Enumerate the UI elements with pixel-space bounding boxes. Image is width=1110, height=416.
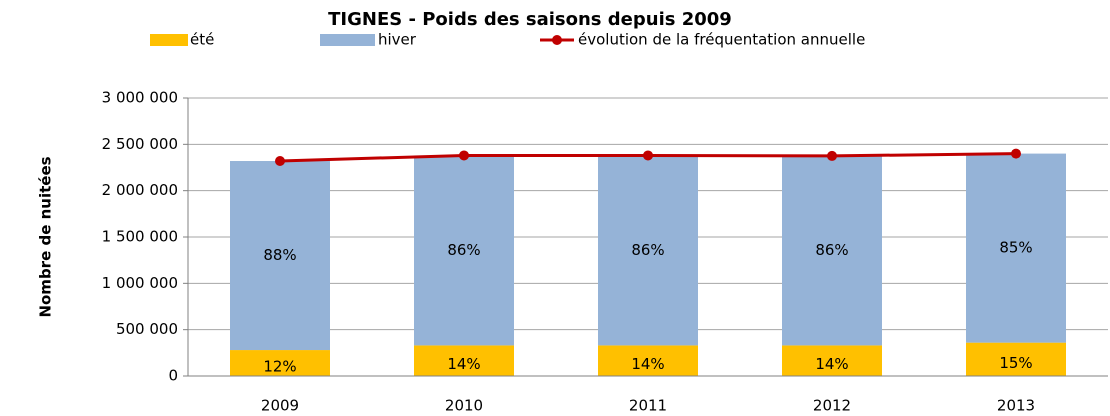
bar [966, 342, 1066, 376]
data-label: 12% [263, 358, 296, 376]
y-tick-label: 1 500 000 [102, 228, 178, 246]
x-tick-label: 2012 [813, 397, 851, 415]
line-marker [827, 150, 837, 161]
data-label: 15% [999, 354, 1032, 372]
data-label: 86% [631, 241, 664, 259]
data-label: 14% [447, 355, 480, 373]
legend-swatch [320, 34, 375, 46]
data-label: 14% [815, 355, 848, 373]
legend-label: été [190, 31, 214, 49]
bar [230, 350, 330, 376]
data-label: 86% [815, 241, 848, 259]
line-marker [459, 150, 469, 161]
data-label: 85% [999, 239, 1032, 257]
data-label: 86% [447, 241, 480, 259]
line-marker [643, 150, 653, 161]
bar [782, 345, 882, 376]
bar [414, 155, 514, 346]
legend-swatch [150, 34, 188, 46]
line-marker [275, 156, 285, 167]
data-label: 14% [631, 355, 664, 373]
y-tick-label: 2 500 000 [102, 135, 178, 153]
x-tick-label: 2010 [445, 397, 483, 415]
x-tick-label: 2009 [261, 397, 299, 415]
bar [598, 345, 698, 376]
x-tick-label: 2013 [997, 397, 1035, 415]
y-tick-label: 3 000 000 [102, 89, 178, 107]
legend-label: hiver [378, 31, 417, 49]
y-tick-label: 0 [168, 367, 178, 385]
y-axis-title: Nombre de nuitées [37, 156, 55, 317]
bar [414, 345, 514, 376]
y-tick-label: 500 000 [116, 320, 178, 338]
y-tick-label: 1 000 000 [102, 274, 178, 292]
x-tick-label: 2011 [629, 397, 667, 415]
y-tick-label: 2 000 000 [102, 181, 178, 199]
bar [782, 155, 882, 346]
legend-label: évolution de la fréquentation annuelle [578, 31, 865, 49]
chart-title: TIGNES - Poids des saisons depuis 2009 [328, 9, 732, 30]
legend-marker [552, 35, 562, 45]
data-label: 88% [263, 246, 296, 264]
bar [966, 153, 1066, 343]
bar [230, 161, 330, 351]
bar [598, 155, 698, 346]
line-marker [1011, 148, 1021, 159]
